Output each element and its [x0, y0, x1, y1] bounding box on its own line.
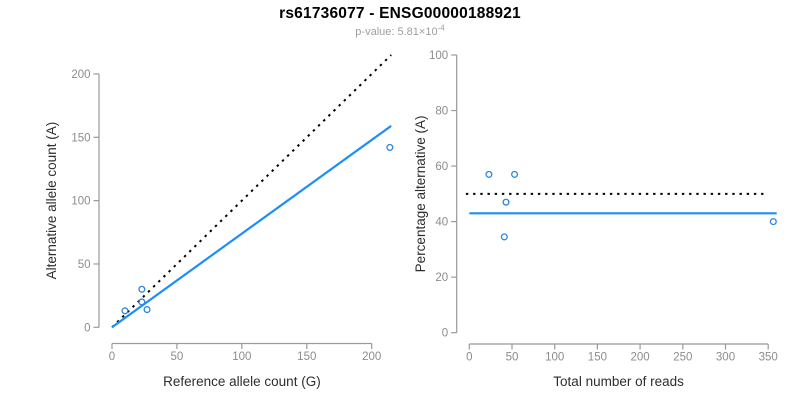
x-tick-label: 200	[631, 352, 650, 364]
y-tick-label: 200	[71, 69, 90, 81]
data-point	[143, 306, 151, 314]
y-axis-title: Percentage alternative (A)	[413, 115, 428, 272]
y-tick-label: 150	[71, 132, 90, 144]
y-tick-label: 40	[435, 217, 448, 229]
y-tick-label: 20	[435, 272, 448, 284]
y-tick-label: 0	[84, 322, 90, 334]
x-tick-label: 150	[588, 352, 607, 364]
x-tick-label: 0	[466, 352, 472, 364]
data-point	[386, 143, 394, 151]
x-tick-label: 100	[545, 352, 564, 364]
y-tick-label: 0	[442, 328, 448, 340]
data-point	[138, 298, 146, 306]
x-tick-label: 350	[759, 352, 778, 364]
data-point	[502, 198, 510, 206]
y-tick-label: 60	[435, 161, 448, 173]
pvalue-text: p-value: 5.81×10	[355, 26, 438, 38]
x-tick-label: 300	[716, 352, 735, 364]
x-tick-label: 150	[297, 351, 316, 363]
data-point	[138, 285, 146, 293]
data-point	[511, 170, 519, 178]
x-tick-label: 50	[171, 351, 184, 363]
data-point	[485, 170, 493, 178]
regression-line	[111, 125, 392, 329]
x-tick-label: 50	[506, 352, 519, 364]
x-tick-label: 250	[673, 352, 692, 364]
x-tick-label: 200	[362, 351, 381, 363]
identity-line	[111, 54, 392, 329]
x-axis-title: Total number of reads	[553, 374, 684, 389]
plot-subtitle: p-value: 5.81×10-4	[0, 23, 800, 38]
pvalue-exponent: -4	[437, 23, 445, 33]
x-axis-title: Reference allele count (G)	[163, 374, 321, 389]
y-tick-label: 80	[435, 106, 448, 118]
y-tick-label: 50	[78, 259, 91, 271]
y-tick-label: 100	[429, 50, 448, 62]
y-axis-title: Alternative allele count (A)	[44, 122, 59, 280]
data-point	[500, 233, 508, 241]
data-point	[769, 218, 777, 226]
data-point	[121, 307, 129, 315]
x-tick-label: 100	[232, 351, 251, 363]
y-tick-label: 100	[71, 196, 90, 208]
plot-title: rs61736077 - ENSG00000188921	[279, 5, 521, 22]
x-tick-label: 0	[109, 351, 115, 363]
